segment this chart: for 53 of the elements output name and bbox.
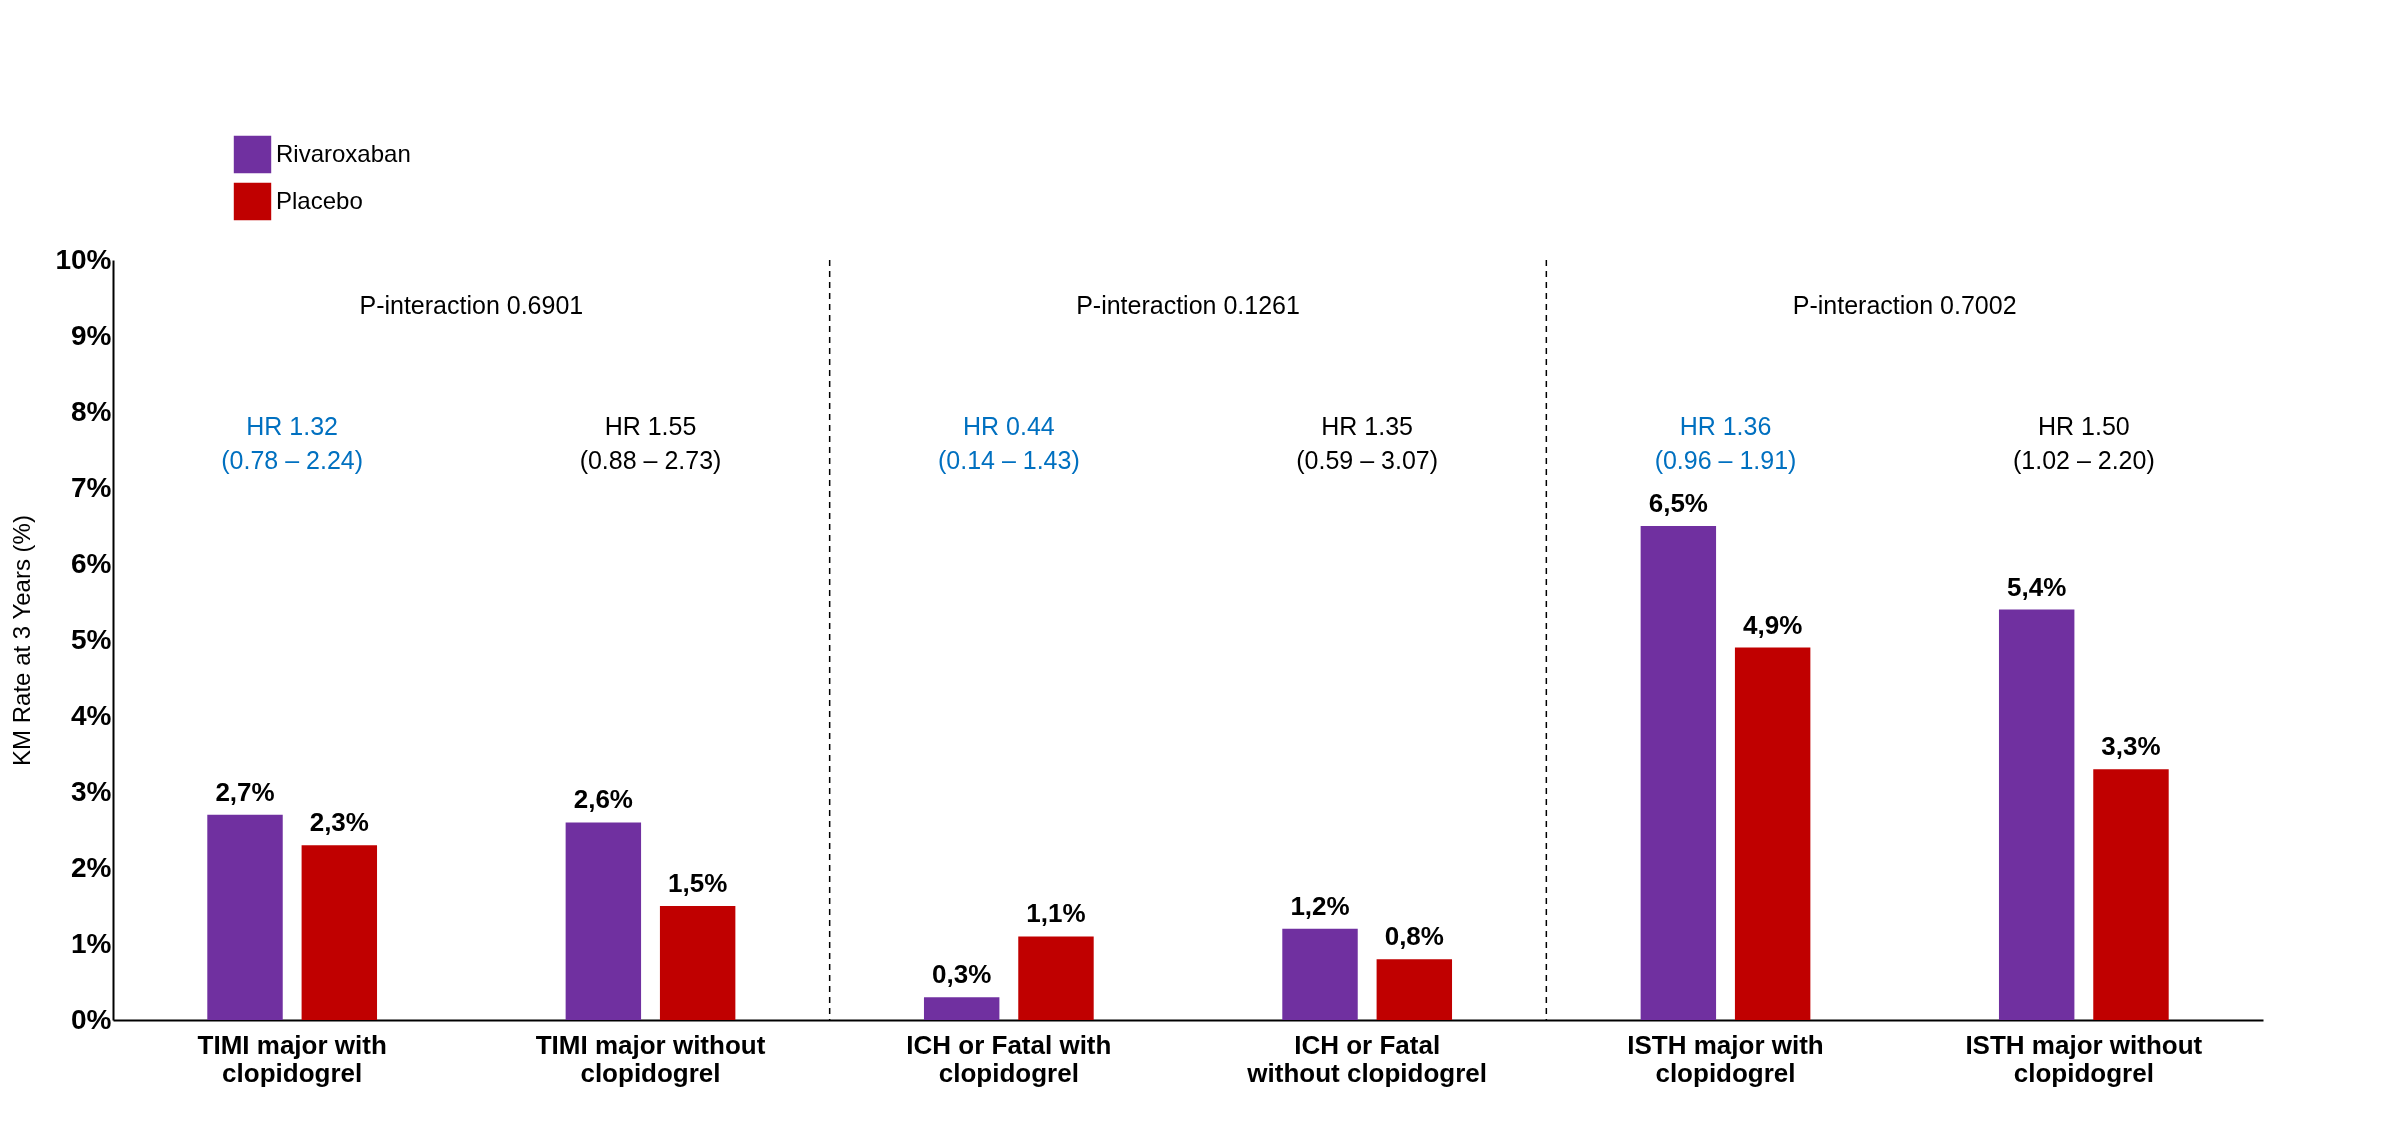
data-label: 2,7%: [215, 776, 275, 807]
annotation: P-interaction 0.7002: [1792, 290, 2017, 319]
bar: [1018, 936, 1094, 1020]
bar: [923, 997, 1000, 1020]
bar: [565, 822, 642, 1020]
data-label: 1,5%: [668, 868, 728, 898]
x-tick-label: ISTH major with clopidogrel: [1627, 1029, 1824, 1088]
y-tick-label: 8%: [71, 395, 112, 427]
data-label: 2,3%: [309, 807, 369, 838]
bar: [207, 814, 283, 1020]
data-label: 0,8%: [1384, 921, 1444, 952]
annotation: P-interaction 0.6901: [359, 290, 584, 319]
data-label: 6,5%: [1648, 488, 1708, 518]
y-tick-label: 2%: [71, 851, 112, 883]
x-tick-label: TIMI major without clopidogrel: [535, 1029, 766, 1088]
y-tick-label: 6%: [71, 547, 112, 579]
annotation: HR 1.50 (1.02 – 2.20): [2012, 412, 2155, 475]
bar: [1998, 609, 2075, 1020]
data-label: 1,2%: [1290, 890, 1350, 921]
y-tick-label: 0%: [71, 1003, 112, 1035]
bar: [1640, 526, 1717, 1020]
y-tick-label: 7%: [71, 471, 112, 503]
data-label: 0,3%: [932, 959, 992, 990]
data-label: 3,3%: [2101, 731, 2161, 762]
data-label: 4,9%: [1743, 609, 1803, 640]
y-tick-label: 4%: [71, 699, 112, 731]
annotation: HR 1.36 (0.96 – 1.91): [1654, 412, 1797, 475]
annotation: HR 0.44 (0.14 – 1.43): [937, 412, 1080, 475]
y-tick-label: 1%: [71, 927, 112, 959]
bar: [1734, 647, 1811, 1020]
x-tick-label: ISTH major without clopidogrel: [1965, 1029, 2203, 1088]
x-tick-label: ICH or Fatal with clopidogrel: [906, 1029, 1112, 1088]
annotation: HR 1.35 (0.59 – 3.07): [1296, 412, 1439, 475]
bar: [659, 906, 736, 1020]
data-label: 5,4%: [2007, 571, 2067, 602]
bar: [2093, 769, 2169, 1020]
x-tick-label: TIMI major with clopidogrel: [197, 1029, 387, 1088]
data-label: 2,6%: [573, 784, 633, 815]
bar: [301, 845, 378, 1020]
y-tick-label: 10%: [55, 243, 112, 275]
y-tick-label: 3%: [71, 775, 112, 807]
y-axis-title: KM Rate at 3 Years (%): [8, 515, 36, 766]
bar: [1282, 928, 1358, 1020]
x-tick-label: ICH or Fatal without clopidogrel: [1246, 1029, 1488, 1088]
annotation: HR 1.55 (0.88 – 2.73): [579, 412, 722, 475]
y-tick-label: 5%: [71, 623, 112, 655]
y-tick-label: 9%: [71, 319, 112, 351]
annotation: HR 1.32 (0.78 – 2.24): [221, 412, 364, 475]
bar: [1376, 959, 1453, 1020]
legend-label: Rivaroxaban: [276, 139, 411, 167]
legend-label: Placebo: [276, 186, 363, 214]
annotation: P-interaction 0.1261: [1076, 290, 1300, 319]
data-label: 1,1%: [1026, 898, 1086, 929]
